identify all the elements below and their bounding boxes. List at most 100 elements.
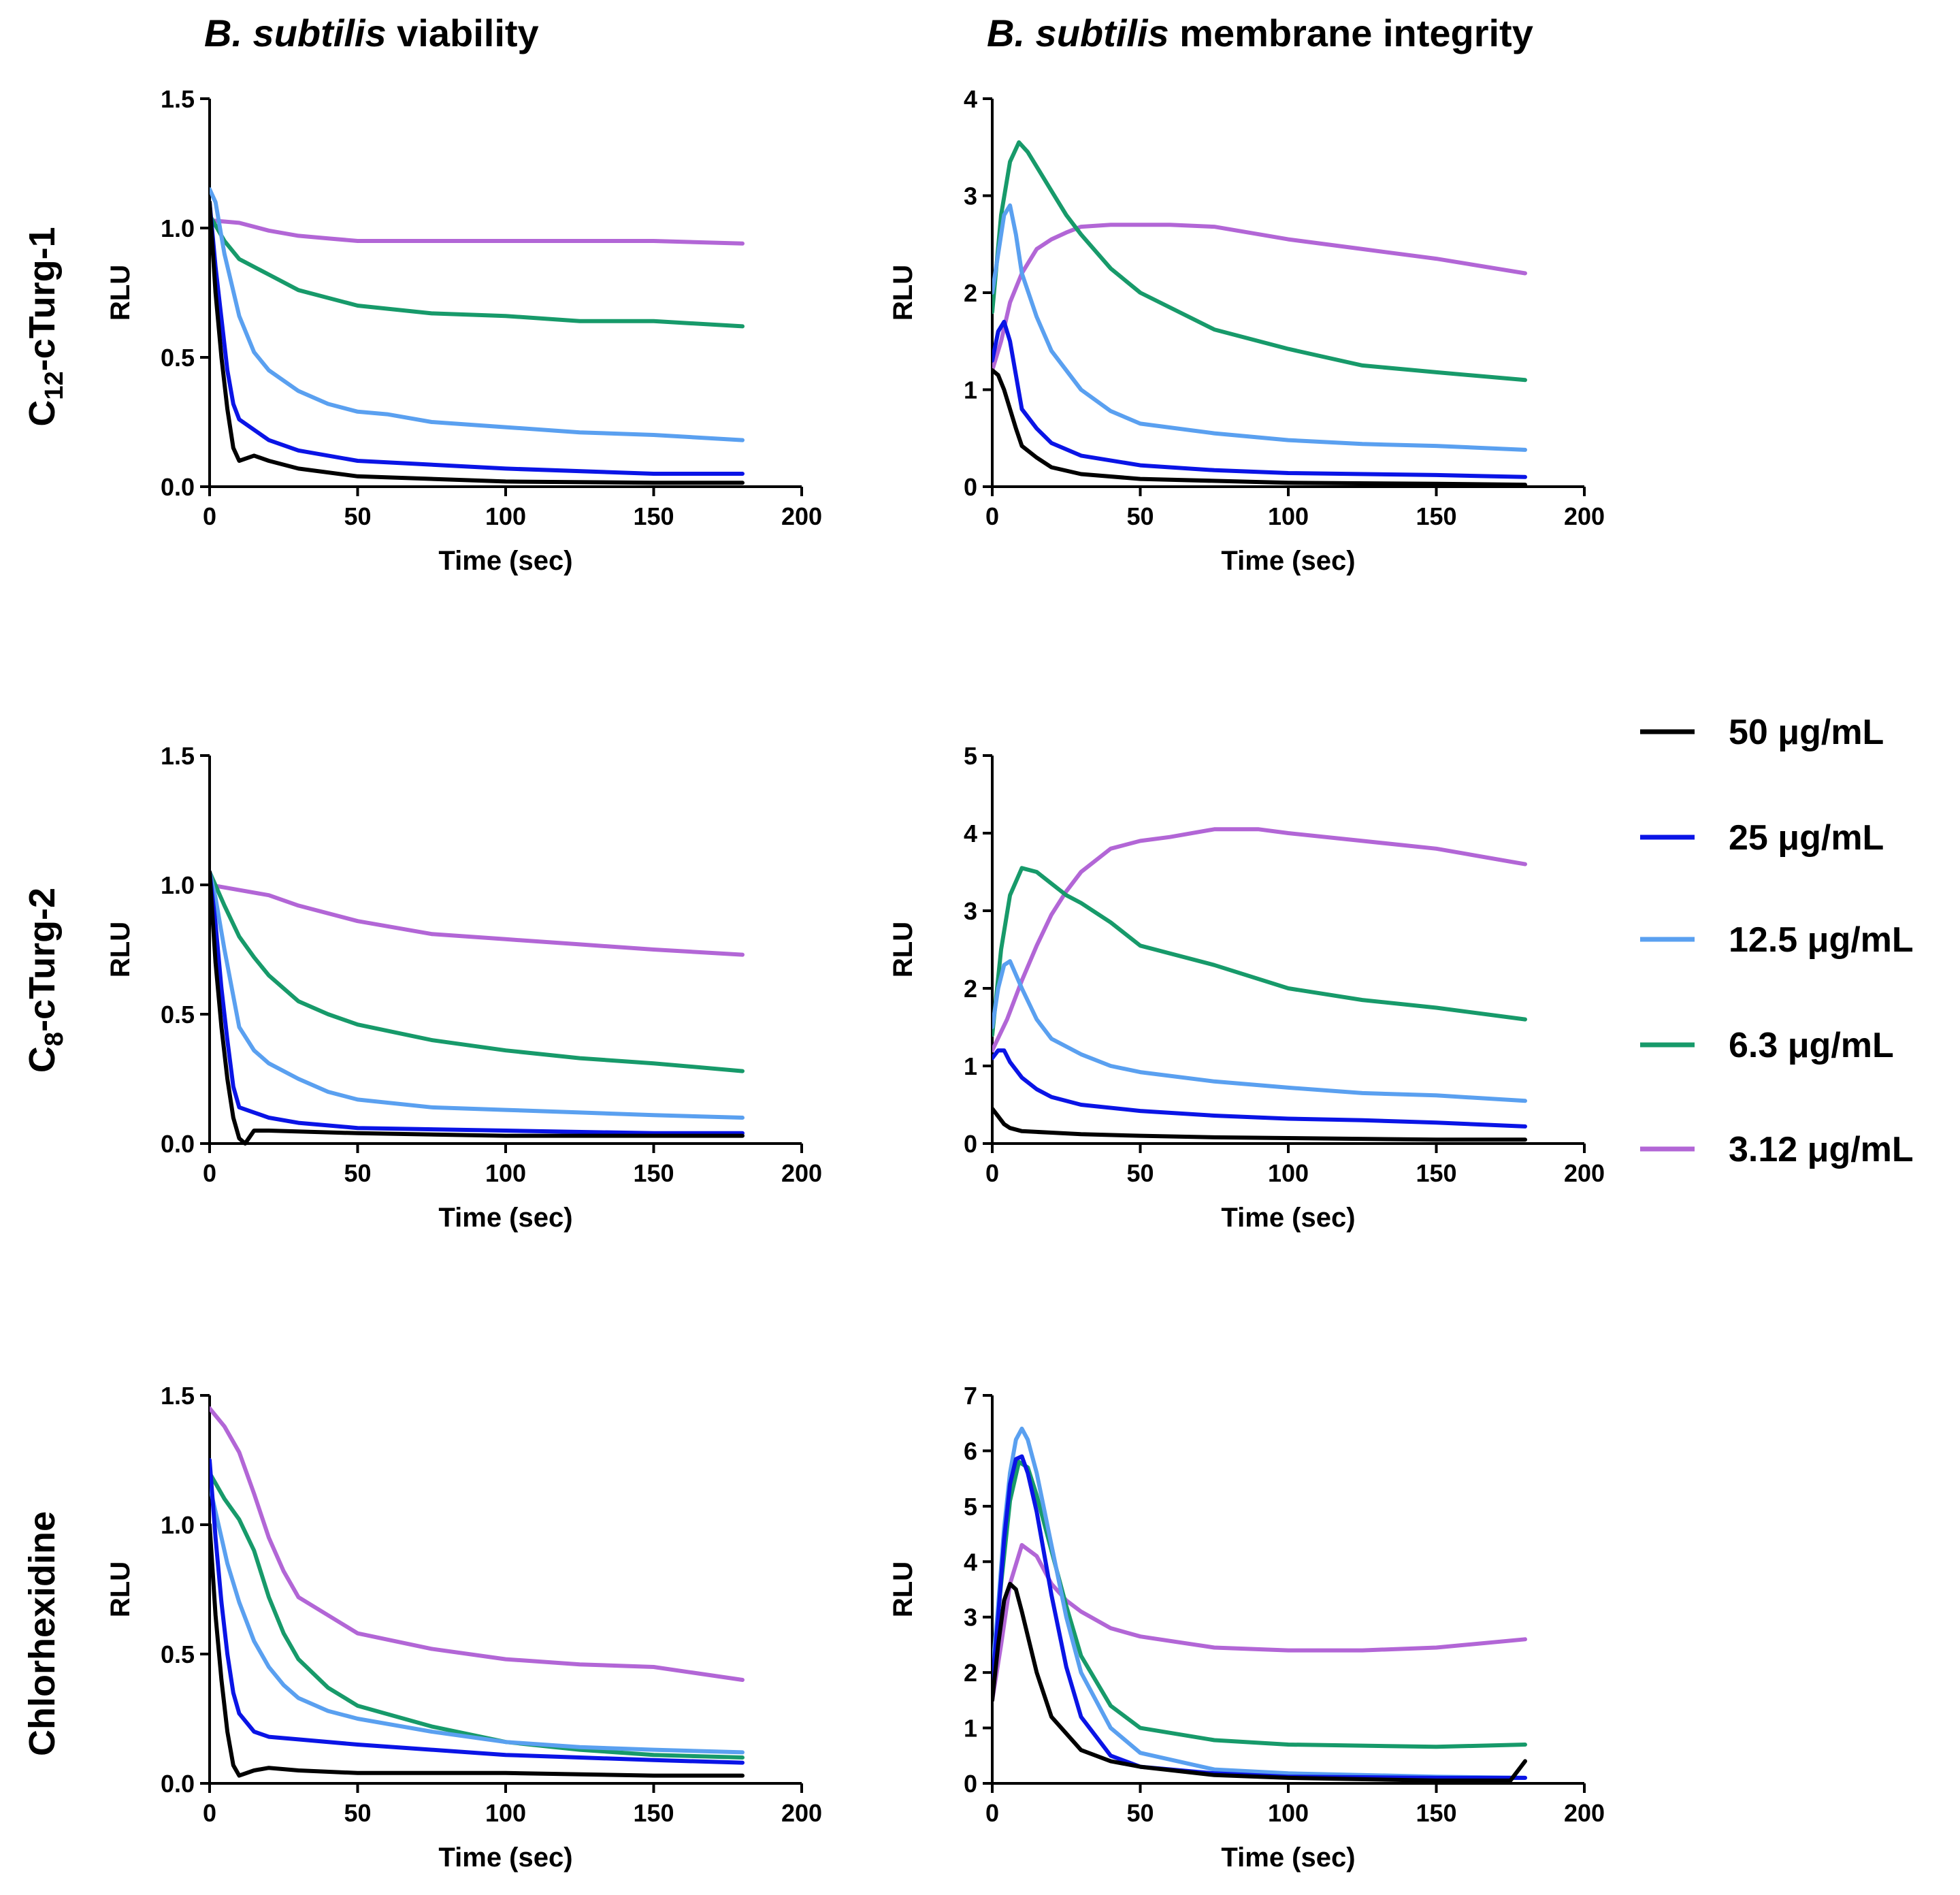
x-tick-label: 200 bbox=[1564, 1799, 1605, 1827]
series-line-25-g-ml bbox=[210, 200, 745, 476]
x-axis-label: Time (sec) bbox=[1221, 1203, 1355, 1233]
x-tick-label: 0 bbox=[985, 1159, 999, 1187]
series-line-50-g-ml bbox=[992, 1581, 1527, 1783]
y-tick-label: 1 bbox=[964, 1715, 977, 1743]
y-tick-label: 6 bbox=[964, 1437, 977, 1465]
series-line-50-g-ml bbox=[210, 1523, 745, 1778]
y-tick-label: 5 bbox=[964, 1493, 977, 1521]
series-group bbox=[210, 1406, 745, 1778]
column-title-membrane: B. subtilis membrane integrity bbox=[987, 12, 1533, 54]
x-tick-label: 150 bbox=[1416, 1159, 1456, 1187]
series-group bbox=[992, 1426, 1527, 1783]
legend: 50 μg/mL 25 μg/mL 12.5 μg/mL 6.3 μg/mL 3.12 … bbox=[1640, 713, 1914, 1169]
y-tick-label: 2 bbox=[964, 1659, 977, 1687]
series-line-6p3-g-ml bbox=[992, 866, 1527, 1037]
y-axis-label: RLU bbox=[105, 265, 135, 321]
y-axis-label: RLU bbox=[888, 922, 918, 977]
y-tick-label: 0 bbox=[964, 1130, 977, 1158]
x-axis-label: Time (sec) bbox=[438, 546, 572, 576]
y-tick-label: 5 bbox=[964, 742, 977, 770]
x-axis-label: Time (sec) bbox=[438, 1203, 572, 1233]
y-tick-label: 0 bbox=[964, 1770, 977, 1798]
x-tick-label: 0 bbox=[203, 1799, 216, 1827]
legend-label-50-g-ml: 50 μg/mL bbox=[1729, 713, 1884, 752]
y-tick-label: 1.0 bbox=[161, 214, 195, 242]
series-line-6p3-g-ml bbox=[992, 1459, 1527, 1749]
series-line-3p12-g-ml bbox=[210, 1406, 745, 1682]
y-tick-label: 0.0 bbox=[161, 1770, 195, 1798]
series-line-25-g-ml bbox=[992, 1454, 1527, 1780]
series-line-50-g-ml bbox=[210, 870, 745, 1146]
x-tick-label: 200 bbox=[1564, 1159, 1605, 1187]
panel-c12-membrane: 0 1 2 3 4 0 50 100 150 200 Time (sec) RLU bbox=[888, 85, 1605, 576]
series-line-3p12-g-ml bbox=[992, 827, 1527, 1053]
legend-label-12p5-g-ml: 12.5 μg/mL bbox=[1729, 920, 1914, 960]
y-tick-label: 1.0 bbox=[161, 871, 195, 899]
y-tick-label: 3 bbox=[964, 182, 977, 210]
y-tick-label: 2 bbox=[964, 975, 977, 1003]
x-tick-label: 0 bbox=[985, 502, 999, 530]
panel-chlorhexidine-viability: 0.0 0.5 1.0 1.5 0 50 100 150 200 Time (sec) RLU bbox=[105, 1382, 822, 1873]
series-line-12p5-g-ml bbox=[210, 1484, 745, 1755]
series-line-6p3-g-ml bbox=[210, 1471, 745, 1760]
series-line-50-g-ml bbox=[992, 368, 1527, 487]
y-tick-label: 4 bbox=[964, 820, 977, 847]
x-tick-label: 50 bbox=[344, 502, 371, 530]
x-axis-label: Time (sec) bbox=[438, 1843, 572, 1873]
series-line-3p12-g-ml bbox=[210, 218, 745, 246]
panel-chlorhexidine-membrane: 0 1 2 3 4 5 6 7 0 50 100 150 200 Time (sec) RLU bbox=[888, 1382, 1605, 1873]
x-tick-label: 0 bbox=[203, 1159, 216, 1187]
x-tick-label: 100 bbox=[1268, 1799, 1309, 1827]
y-tick-label: 0.5 bbox=[161, 1640, 195, 1668]
x-tick-label: 50 bbox=[1126, 502, 1154, 530]
series-line-12p5-g-ml bbox=[992, 959, 1527, 1103]
x-tick-label: 100 bbox=[485, 1799, 526, 1827]
series-line-25-g-ml bbox=[992, 319, 1527, 479]
y-axis-label: RLU bbox=[888, 265, 918, 321]
x-tick-label: 200 bbox=[781, 1799, 822, 1827]
series-line-12p5-g-ml bbox=[210, 187, 745, 442]
x-tick-label: 50 bbox=[1126, 1799, 1154, 1827]
y-tick-label: 3 bbox=[964, 897, 977, 925]
series-group bbox=[992, 827, 1527, 1142]
x-tick-label: 200 bbox=[781, 502, 822, 530]
y-axis-label: RLU bbox=[105, 922, 135, 977]
x-tick-label: 100 bbox=[485, 1159, 526, 1187]
x-tick-label: 150 bbox=[633, 1159, 674, 1187]
y-tick-label: 3 bbox=[964, 1604, 977, 1632]
x-tick-label: 100 bbox=[1268, 1159, 1309, 1187]
x-tick-label: 150 bbox=[633, 502, 674, 530]
y-tick-label: 1 bbox=[964, 1052, 977, 1080]
series-line-6p3-g-ml bbox=[210, 213, 745, 329]
series-line-25-g-ml bbox=[210, 870, 745, 1135]
y-tick-label: 4 bbox=[964, 85, 977, 113]
legend-label-6p3-g-ml: 6.3 μg/mL bbox=[1729, 1026, 1894, 1065]
x-tick-label: 150 bbox=[1416, 502, 1456, 530]
x-tick-label: 50 bbox=[1126, 1159, 1154, 1187]
y-tick-label: 1.5 bbox=[161, 85, 195, 113]
y-tick-label: 0.0 bbox=[161, 1130, 195, 1158]
y-tick-label: 7 bbox=[964, 1382, 977, 1410]
x-tick-label: 100 bbox=[485, 502, 526, 530]
x-tick-label: 150 bbox=[633, 1799, 674, 1827]
x-tick-label: 200 bbox=[781, 1159, 822, 1187]
legend-label-25-g-ml: 25 μg/mL bbox=[1729, 818, 1884, 858]
series-line-50-g-ml bbox=[992, 1106, 1527, 1142]
y-tick-label: 0.0 bbox=[161, 473, 195, 501]
y-tick-label: 1 bbox=[964, 376, 977, 404]
panel-c12-viability: 0.0 0.5 1.0 1.5 0 50 100 150 200 Time (sec) RLU bbox=[105, 85, 822, 576]
row-label-chlorhexidine: Chlorhexidine bbox=[22, 1511, 63, 1756]
y-tick-label: 1.5 bbox=[161, 1382, 195, 1410]
series-line-50-g-ml bbox=[210, 200, 745, 485]
y-tick-label: 0 bbox=[964, 473, 977, 501]
x-tick-label: 150 bbox=[1416, 1799, 1456, 1827]
series-line-3p12-g-ml bbox=[992, 223, 1527, 372]
column-title-viability: B. subtilis viability bbox=[204, 12, 539, 54]
series-group bbox=[992, 140, 1527, 487]
y-tick-label: 1.5 bbox=[161, 742, 195, 770]
series-line-12p5-g-ml bbox=[992, 203, 1527, 452]
x-tick-label: 100 bbox=[1268, 502, 1309, 530]
y-tick-label: 0.5 bbox=[161, 344, 195, 372]
panel-c8-viability: 0.0 0.5 1.0 1.5 0 50 100 150 200 Time (sec) RLU bbox=[105, 742, 822, 1233]
